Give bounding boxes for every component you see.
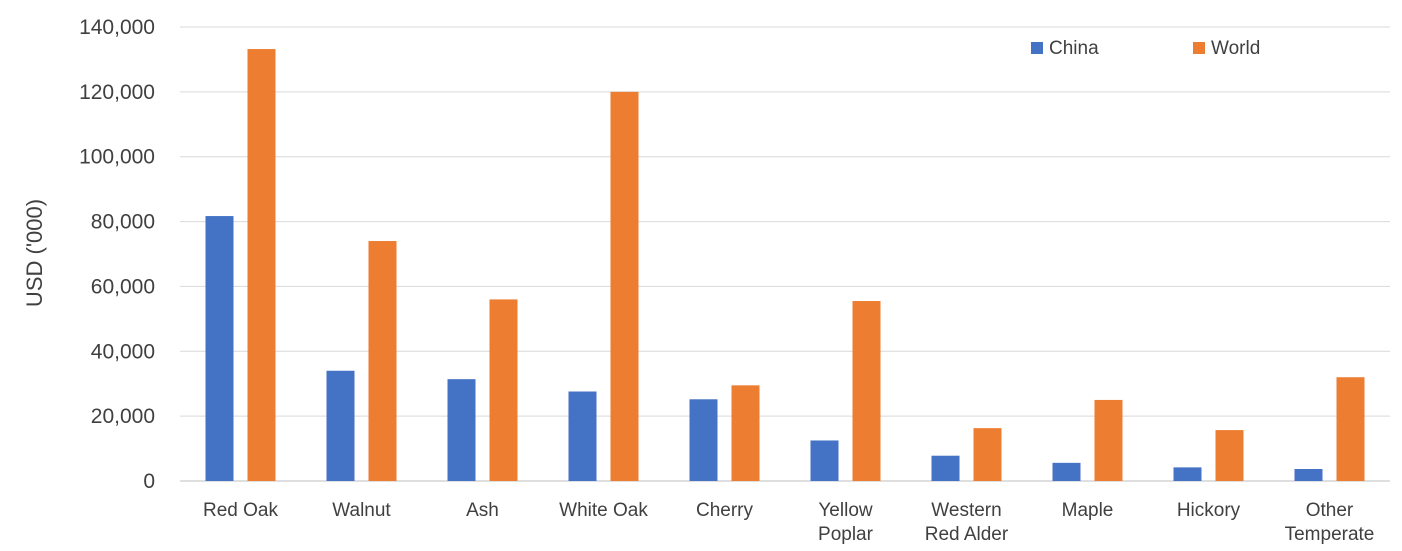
x-category-label: White Oak [559,500,648,521]
x-category-label: Red Oak [203,500,278,521]
legend-label-china: China [1049,38,1099,59]
legend-swatch-world [1193,42,1205,54]
y-tick-label: 0 [143,470,155,493]
bar-world [1215,430,1244,481]
bar-china [447,379,476,481]
bar-china [326,370,355,481]
bar-china [689,399,718,481]
y-tick-label: 100,000 [79,146,155,169]
x-category-label: Cherry [696,500,754,521]
bar-china [810,440,839,481]
x-category-label: Walnut [332,500,391,521]
x-category-label: Yellow Poplar [818,500,874,545]
legend-label-world: World [1211,38,1260,59]
bar-world [489,299,518,481]
gridlines [180,26,1390,482]
y-tick-label: 80,000 [91,211,155,234]
x-category-label: Western Red Alder [925,500,1009,545]
bar-world [973,428,1002,481]
x-category-label: Maple [1062,500,1114,521]
x-category-label: Ash [466,500,499,521]
legend: China World [1031,38,1260,59]
legend-swatch-china [1031,42,1043,54]
x-category-label: Hickory [1177,500,1241,521]
x-category-label: Other Temperate [1285,500,1375,545]
bar-china [931,455,960,481]
bar-china [1052,462,1081,481]
y-axis-title: USD ('000) [22,199,47,307]
bar-china [205,216,234,481]
bar-world [852,301,881,481]
bar-china [1294,469,1323,481]
bar-china [1173,467,1202,481]
y-tick-label: 140,000 [79,16,155,39]
bar-world [731,385,760,481]
bars [205,49,1365,482]
y-tick-label: 60,000 [91,275,155,298]
bar-china [568,391,597,481]
bar-world [1336,377,1365,481]
bar-world [1094,399,1123,481]
bar-world [247,49,276,482]
y-tick-label: 40,000 [91,340,155,363]
y-tick-label: 120,000 [79,81,155,104]
axes: 0 20,000 40,000 60,000 80,000 100,000 120,000 1… [79,16,1374,545]
bar-world [610,91,639,481]
bar-world [368,241,397,481]
y-tick-label: 20,000 [91,405,155,428]
